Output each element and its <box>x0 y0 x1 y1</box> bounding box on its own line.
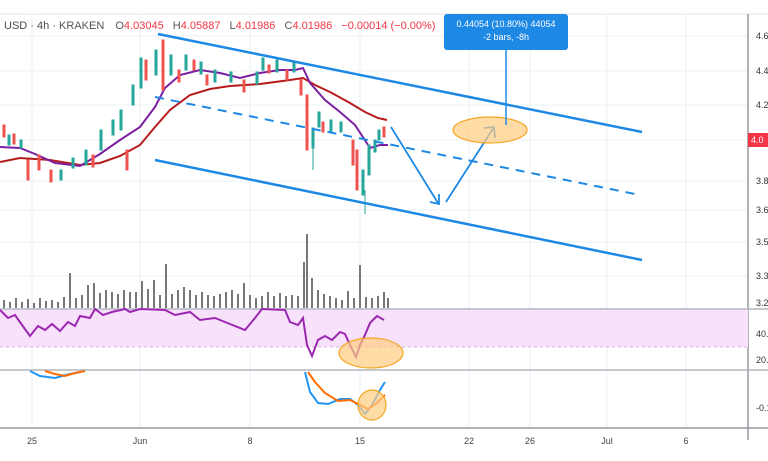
candlesticks <box>2 39 386 214</box>
target-highlight-ellipse <box>452 116 528 144</box>
macd-highlight-ellipse <box>357 389 387 421</box>
descending-channel[interactable] <box>154 32 643 262</box>
high-value: 4.05887 <box>180 20 221 32</box>
measure-tooltip: 0.44054 (10.80%) 44054 -2 bars, -8h <box>444 14 568 50</box>
close-value: 4.01986 <box>292 20 333 32</box>
channel-lower-line[interactable] <box>154 158 643 262</box>
exchange: KRAKEN <box>59 20 105 32</box>
signal-line <box>44 370 86 378</box>
low-value: 4.01986 <box>235 20 276 32</box>
current-price-tag: 4.0 <box>748 133 768 147</box>
change-value: −0.00014 (−0.00%) <box>341 20 436 32</box>
channel-mid-line[interactable] <box>154 96 641 196</box>
grid <box>0 14 748 428</box>
volume-bars <box>3 234 389 308</box>
rsi-line <box>0 307 385 360</box>
moving-average-fast <box>0 66 388 168</box>
rsi-highlight-ellipse <box>338 337 404 369</box>
measure-line1: 0.44054 (10.80%) 44054 <box>456 19 556 29</box>
interval[interactable]: 4h <box>37 20 50 32</box>
moving-average-slow <box>0 76 388 167</box>
symbol-legend: USD · 4h · KRAKEN O4.03045 H4.05887 L4.0… <box>4 20 436 32</box>
measure-line2: -2 bars, -8h <box>482 32 530 42</box>
open-value: 4.03045 <box>123 20 164 32</box>
symbol: USD <box>4 20 28 32</box>
channel-upper-line[interactable] <box>157 32 643 134</box>
